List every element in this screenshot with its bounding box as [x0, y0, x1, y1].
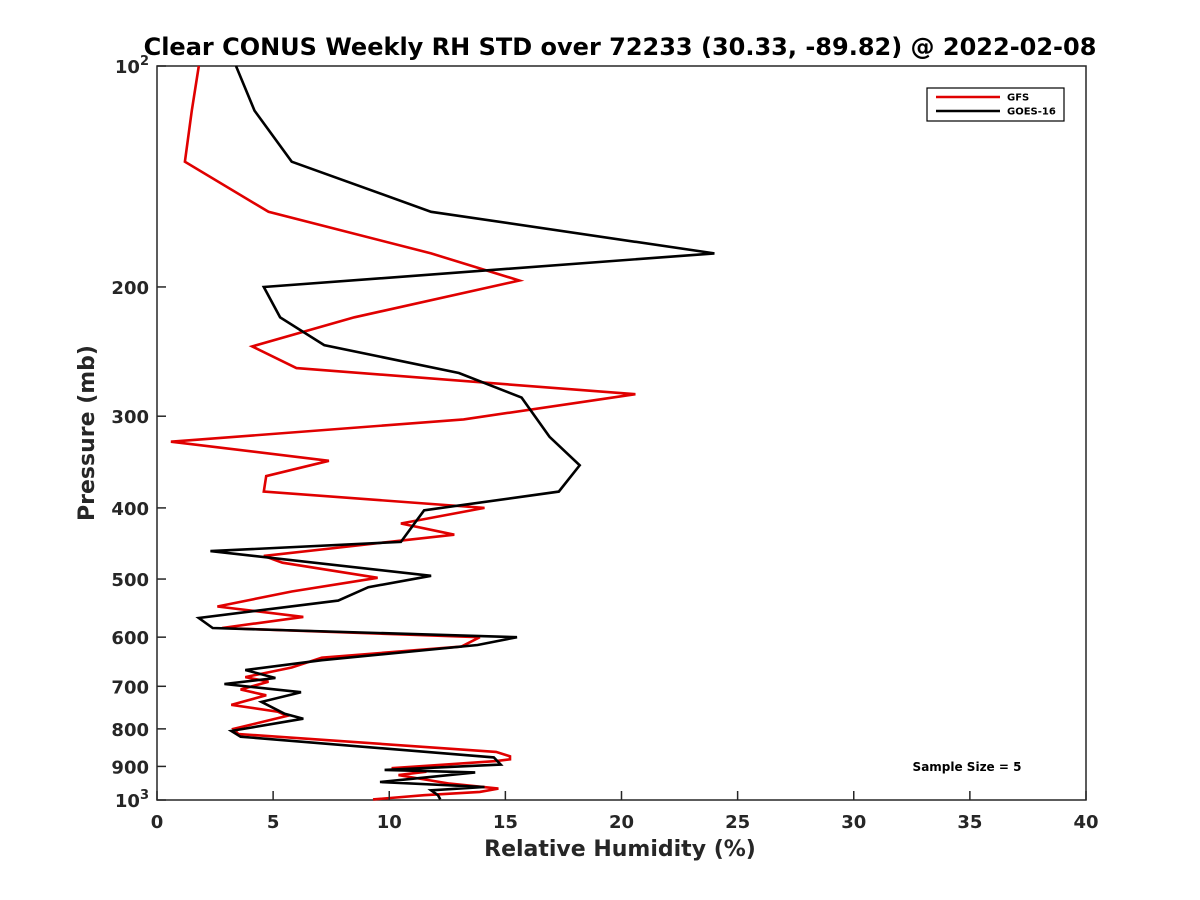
y-tick-label: 600 [111, 628, 149, 649]
x-tick-label: 5 [267, 812, 280, 833]
y-tick-label: 700 [111, 677, 149, 698]
series-line-gfs [170, 65, 636, 801]
x-tick-label: 35 [957, 812, 982, 833]
x-tick-label: 0 [151, 812, 164, 833]
sample-size-annotation: Sample Size = 5 [913, 760, 1022, 774]
legend-label-goes-16: GOES-16 [1007, 107, 1056, 118]
legend: GFS GOES-16 [926, 87, 1065, 122]
y-axis-label: Pressure (mb) [75, 345, 100, 521]
x-tick-label: 30 [841, 812, 866, 833]
y-tick-label: 200 [111, 278, 149, 299]
chart-title: Clear CONUS Weekly RH STD over 72233 (30… [144, 33, 1097, 61]
series-line-goes-16 [195, 65, 715, 801]
y-tick-label: 500 [111, 570, 149, 591]
y-tick-label: 102 [115, 54, 149, 78]
x-axis-label: Relative Humidity (%) [484, 837, 756, 862]
y-tick-label: 103 [115, 788, 149, 812]
y-tick-label: 400 [111, 499, 149, 520]
y-tick-label: 800 [111, 720, 149, 741]
series-layer [170, 65, 715, 801]
x-tick-label: 20 [609, 812, 634, 833]
axes-layer: 0 5 10 15 20 25 30 35 40 102 200 300 400 500 600 700 800… [111, 54, 1098, 833]
x-tick-label: 10 [377, 812, 402, 833]
legend-label-gfs: GFS [1007, 93, 1029, 104]
x-tick-label: 25 [725, 812, 750, 833]
legend-box [926, 87, 1065, 122]
y-tick-label: 900 [111, 757, 149, 778]
x-tick-label: 15 [493, 812, 518, 833]
x-tick-label: 40 [1073, 812, 1098, 833]
y-tick-label: 300 [111, 407, 149, 428]
